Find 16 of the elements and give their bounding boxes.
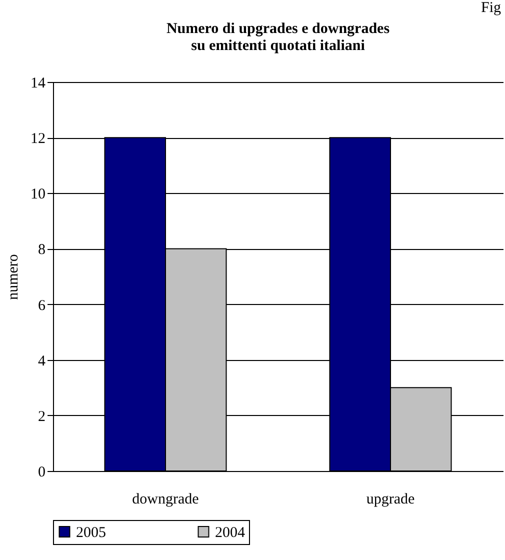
y-tick-label: 2 (38, 408, 46, 425)
legend-label: 2005 (76, 524, 106, 541)
legend-label: 2004 (215, 524, 246, 541)
y-tick-label: 8 (38, 242, 46, 258)
y-tick-label: 10 (30, 186, 46, 203)
y-tick-label: 0 (38, 464, 46, 480)
chart-title: Numero di upgrades e downgrades (166, 21, 390, 37)
y-axis-title: numero (6, 254, 22, 300)
y-tick-label: 12 (30, 131, 46, 148)
chart-subtitle: su emittenti quotati italiani (191, 38, 365, 54)
y-tick-label: 4 (38, 353, 46, 370)
text: Fig (480, 0, 501, 17)
y-tick-label: 6 (38, 298, 46, 314)
x-tick-label: upgrade (366, 492, 415, 508)
y-tick-label: 14 (30, 76, 46, 92)
x-tick-label: downgrade (132, 492, 200, 508)
